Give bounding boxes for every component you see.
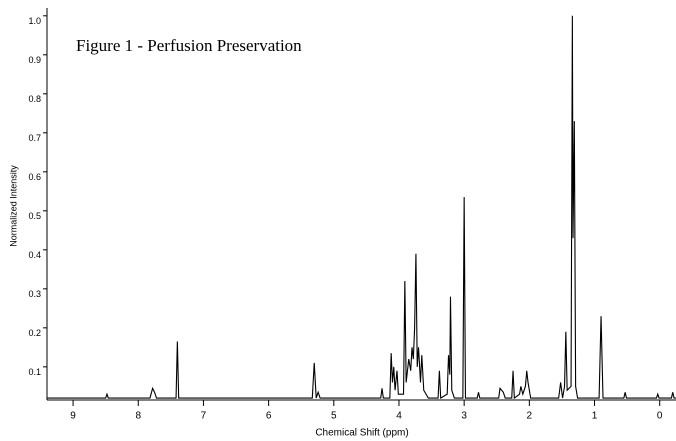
y-tick-label: 0.9 [28, 55, 41, 65]
x-tick-label: 8 [135, 411, 141, 422]
x-tick-label: 2 [527, 411, 533, 422]
chart-title: Figure 1 - Perfusion Preservation [76, 36, 302, 55]
x-axis-label: Chemical Shift (ppm) [315, 428, 408, 439]
y-tick-label: 0.3 [28, 289, 41, 299]
y-tick-label: 0.6 [28, 172, 41, 182]
x-tick-label: 3 [461, 411, 467, 422]
y-tick-label: 0.5 [28, 211, 41, 221]
y-tick-label: 0.8 [28, 94, 41, 104]
spectrum-line [47, 15, 676, 400]
y-axis-label: Normalized Intensity [8, 165, 18, 247]
y-tick-label: 0.1 [28, 367, 41, 377]
x-tick-label: 0 [657, 411, 663, 422]
x-tick-label: 1 [592, 411, 598, 422]
x-tick-label: 5 [331, 411, 337, 422]
y-tick-label: 0.7 [28, 133, 41, 143]
x-tick-label: 4 [396, 411, 402, 422]
y-tick-label: 0.4 [28, 250, 41, 260]
x-tick-label: 9 [70, 411, 76, 422]
x-tick-label: 6 [266, 411, 272, 422]
y-tick-label: 0.2 [28, 328, 41, 338]
y-tick-label: 1.0 [28, 16, 41, 26]
x-tick-label: 7 [201, 411, 207, 422]
